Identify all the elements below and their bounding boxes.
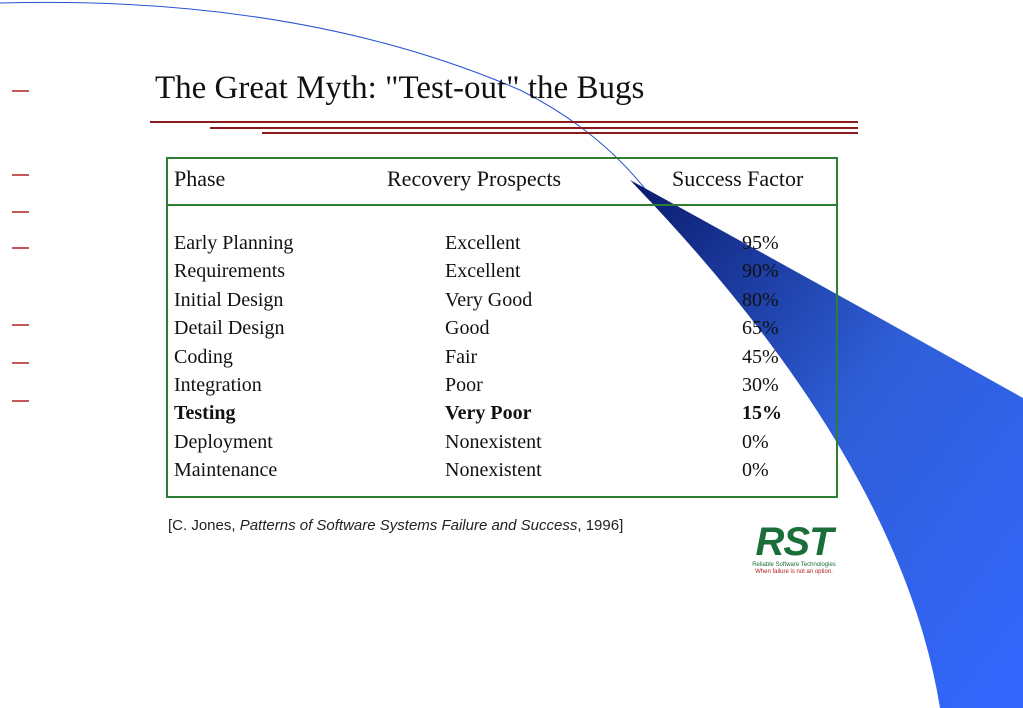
table-cell: Initial Design — [174, 288, 284, 311]
table-cell: Nonexistent — [445, 459, 542, 482]
table-cell: Testing — [174, 402, 236, 425]
header-cell: Recovery Prospects — [387, 166, 562, 191]
swoosh — [630, 180, 1023, 708]
header-rule — [166, 204, 838, 206]
citation-work: Patterns of Software Systems Failure and… — [239, 517, 578, 534]
title-rule — [150, 121, 858, 134]
table-cell: Coding — [174, 345, 233, 368]
table-cell: 15% — [742, 402, 782, 425]
logo-name: Reliable Software Technologies — [752, 562, 836, 568]
table-cell: 30% — [742, 374, 779, 396]
table-cell: 95% — [742, 232, 779, 254]
table-cell: Detail Design — [174, 317, 285, 340]
table-cell: Requirements — [174, 260, 286, 283]
citation: [C. Jones, Patterns of Software Systems … — [168, 517, 623, 534]
table-cell: Early Planning — [174, 232, 294, 254]
citation-text: , 1996] — [577, 517, 624, 534]
header-cell: Success Factor — [672, 166, 804, 191]
table-cell: Nonexistent — [445, 430, 542, 453]
logo: RST Reliable Software Technologies When … — [734, 522, 854, 576]
logo-tagline: When failure is not an option. — [755, 569, 833, 575]
table-cell: Poor — [445, 374, 483, 396]
table-cell: 65% — [742, 317, 779, 340]
table-cell: Excellent — [445, 232, 521, 254]
table-cell: Fair — [445, 345, 478, 368]
table-cell: 0% — [742, 430, 769, 453]
table-cell: Excellent — [445, 260, 521, 283]
table-cell: Very Good — [445, 288, 533, 311]
table-cell: Maintenance — [174, 459, 278, 482]
citation-text: [C. Jones, — [168, 517, 240, 534]
table-cell: Good — [445, 317, 490, 340]
logo-mark: RST — [755, 520, 834, 564]
table-cell: Integration — [174, 374, 262, 396]
swoosh-line — [0, 1, 651, 196]
bullets — [12, 90, 29, 402]
table-cell: 90% — [742, 260, 779, 283]
title: The Great Myth: "Test-out" the Bugs — [155, 70, 645, 106]
table-cell: Very Poor — [445, 402, 532, 425]
table-cell: 45% — [742, 345, 779, 368]
table-border — [166, 157, 838, 498]
table-cell: 0% — [742, 459, 769, 482]
table-cell: 80% — [742, 288, 779, 311]
table-cell: Deployment — [174, 430, 273, 453]
header-cell: Phase — [174, 166, 226, 191]
